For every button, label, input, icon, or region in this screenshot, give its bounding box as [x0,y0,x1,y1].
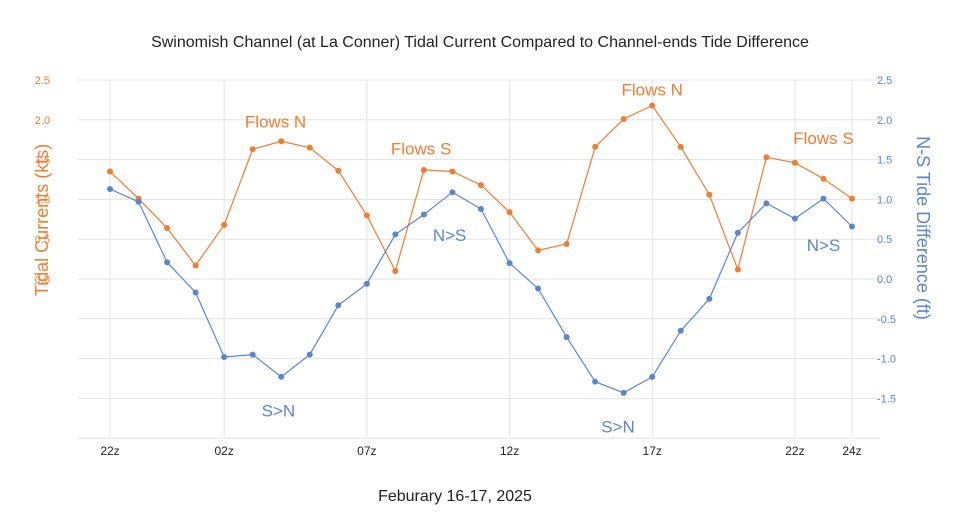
data-point [763,200,770,207]
data-point [649,102,656,109]
data-point [392,231,399,238]
data-point [107,186,113,193]
data-point [249,146,256,153]
y-axis-label-left: Tidal Currents (kts) [32,144,52,296]
data-point [706,191,713,198]
tick-labels: 0.0 0.5 1.0 1.5 2.0 2.5 -1.5 -1.0 -0.5 0.0 0.5 1.0 1… [35,75,896,458]
data-point [478,205,484,212]
data-point [392,268,399,275]
data-point [363,212,370,219]
x-tick-label: 17z [643,444,662,458]
data-point [563,240,570,247]
grid [78,79,880,439]
annotation: Flows S [793,129,853,148]
chart-title: Swinomish Channel (at La Conner) Tidal C… [151,34,809,51]
y-tick-label-left: 2.5 [35,75,50,87]
data-point [763,154,770,161]
data-point [135,198,142,205]
data-point [335,302,342,309]
data-point [221,354,228,361]
series [107,102,855,396]
y-tick-label-left: 0.0 [35,274,50,286]
data-point [820,195,827,202]
data-point [791,215,798,222]
y-tick-label-right: 2.0 [877,115,892,127]
data-point [620,389,627,396]
data-point [107,168,113,175]
data-point [363,280,370,287]
data-point [420,211,427,218]
data-point [820,175,827,182]
data-point [791,159,798,166]
x-tick-label: 22z [100,444,119,458]
data-point [535,247,542,254]
data-point [506,209,513,216]
data-point [449,189,456,196]
x-tick-label: 07z [357,444,376,458]
y-tick-label-right: 2.5 [877,75,892,87]
y-tick-label-left: 2.0 [35,115,50,127]
x-tick-label: 02z [214,444,233,458]
data-point [849,223,855,230]
data-point [335,167,342,174]
data-point [192,289,199,296]
data-point [306,351,313,358]
data-point [478,182,484,189]
y-tick-label-left: 1.0 [35,194,50,206]
annotation: Flows N [622,81,683,100]
y-tick-label-right: 1.5 [877,155,892,167]
y-tick-label-right: -1.0 [877,354,896,366]
data-point [278,373,285,380]
data-point [734,229,741,236]
annotation: N>S [433,226,467,245]
data-point [563,334,570,341]
data-point [706,295,713,302]
annotation: N>S [807,236,841,255]
y-tick-label-right: 0.5 [877,234,892,246]
series-line-2 [109,188,853,394]
x-tick-label: 12z [500,444,519,458]
y-tick-label-right: -1.5 [877,393,896,405]
x-axis-label: Feburary 16-17, 2025 [378,488,532,505]
data-point [420,166,427,173]
data-point [278,138,285,145]
data-point [649,373,656,380]
data-point [306,144,313,151]
y-tick-label-left: 1.5 [35,155,50,167]
annotations: Flows N Flows S Flows N Flows S N>S S>N S>N N>S [245,81,854,437]
x-tick-label: 22z [785,444,804,458]
data-point [677,327,684,334]
y-tick-label-right: 1.0 [877,194,892,206]
data-point [221,221,228,228]
data-point [449,168,456,175]
annotation: Flows N [245,112,306,131]
data-point [734,266,741,273]
x-tick-label: 24z [842,444,861,458]
annotation: S>N [262,401,296,420]
series-line-1 [109,104,853,273]
annotation: Flows S [391,139,451,158]
data-point [677,143,684,150]
data-point [164,259,171,266]
y-tick-label-left: 0.5 [35,234,50,246]
y-axis-label-right: N-S Tide Difference (ft) [913,136,933,320]
data-point [535,285,542,292]
data-point [592,143,599,150]
y-tick-label-right: 0.0 [877,274,892,286]
data-point [849,195,855,202]
data-point [192,262,199,269]
data-point [164,225,171,232]
data-point [506,260,513,267]
data-point [592,378,599,385]
data-point [620,116,627,123]
annotation: S>N [601,417,635,436]
y-tick-label-right: -0.5 [877,314,896,326]
data-point [249,351,256,358]
